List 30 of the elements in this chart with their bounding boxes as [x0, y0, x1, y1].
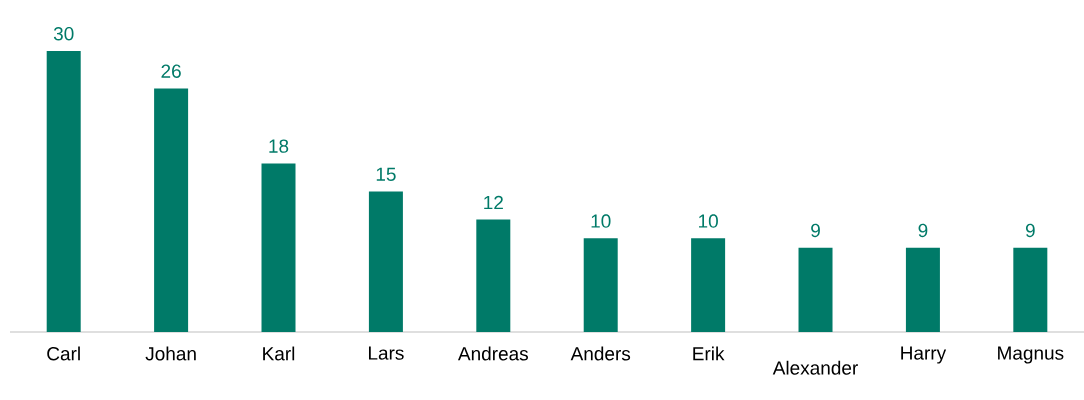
- bar: [798, 247, 833, 332]
- data-label: 26: [161, 64, 181, 78]
- bar: [261, 163, 296, 332]
- data-label: 9: [1025, 223, 1035, 238]
- bar: [368, 191, 403, 332]
- x-tick-label: Alexander: [772, 360, 858, 375]
- data-label: 10: [591, 214, 611, 228]
- data-label: 18: [269, 139, 289, 153]
- bar: [905, 247, 940, 332]
- x-tick-label: Johan: [145, 346, 196, 361]
- x-tick-label: Carl: [47, 346, 80, 361]
- data-label: 15: [376, 167, 396, 181]
- bar: [46, 51, 81, 332]
- x-tick-label: Lars: [368, 346, 404, 360]
- x-tick-label: Karl: [263, 346, 295, 361]
- data-label: 12: [484, 195, 503, 210]
- x-tick-label: Erik: [693, 346, 725, 361]
- data-label: 10: [699, 214, 718, 228]
- bar: [154, 88, 189, 332]
- bar: [476, 219, 511, 332]
- x-tick-label: Anders: [570, 346, 631, 361]
- data-label: 9: [918, 223, 928, 238]
- data-label: 9: [811, 223, 820, 238]
- data-label: 30: [53, 27, 74, 41]
- x-tick-label: Andreas: [457, 346, 528, 361]
- bar: [1013, 247, 1048, 332]
- x-tick-label: Magnus: [998, 346, 1064, 364]
- bar: [691, 238, 726, 332]
- x-tick-label: Harry: [901, 346, 947, 364]
- bar: [583, 238, 618, 332]
